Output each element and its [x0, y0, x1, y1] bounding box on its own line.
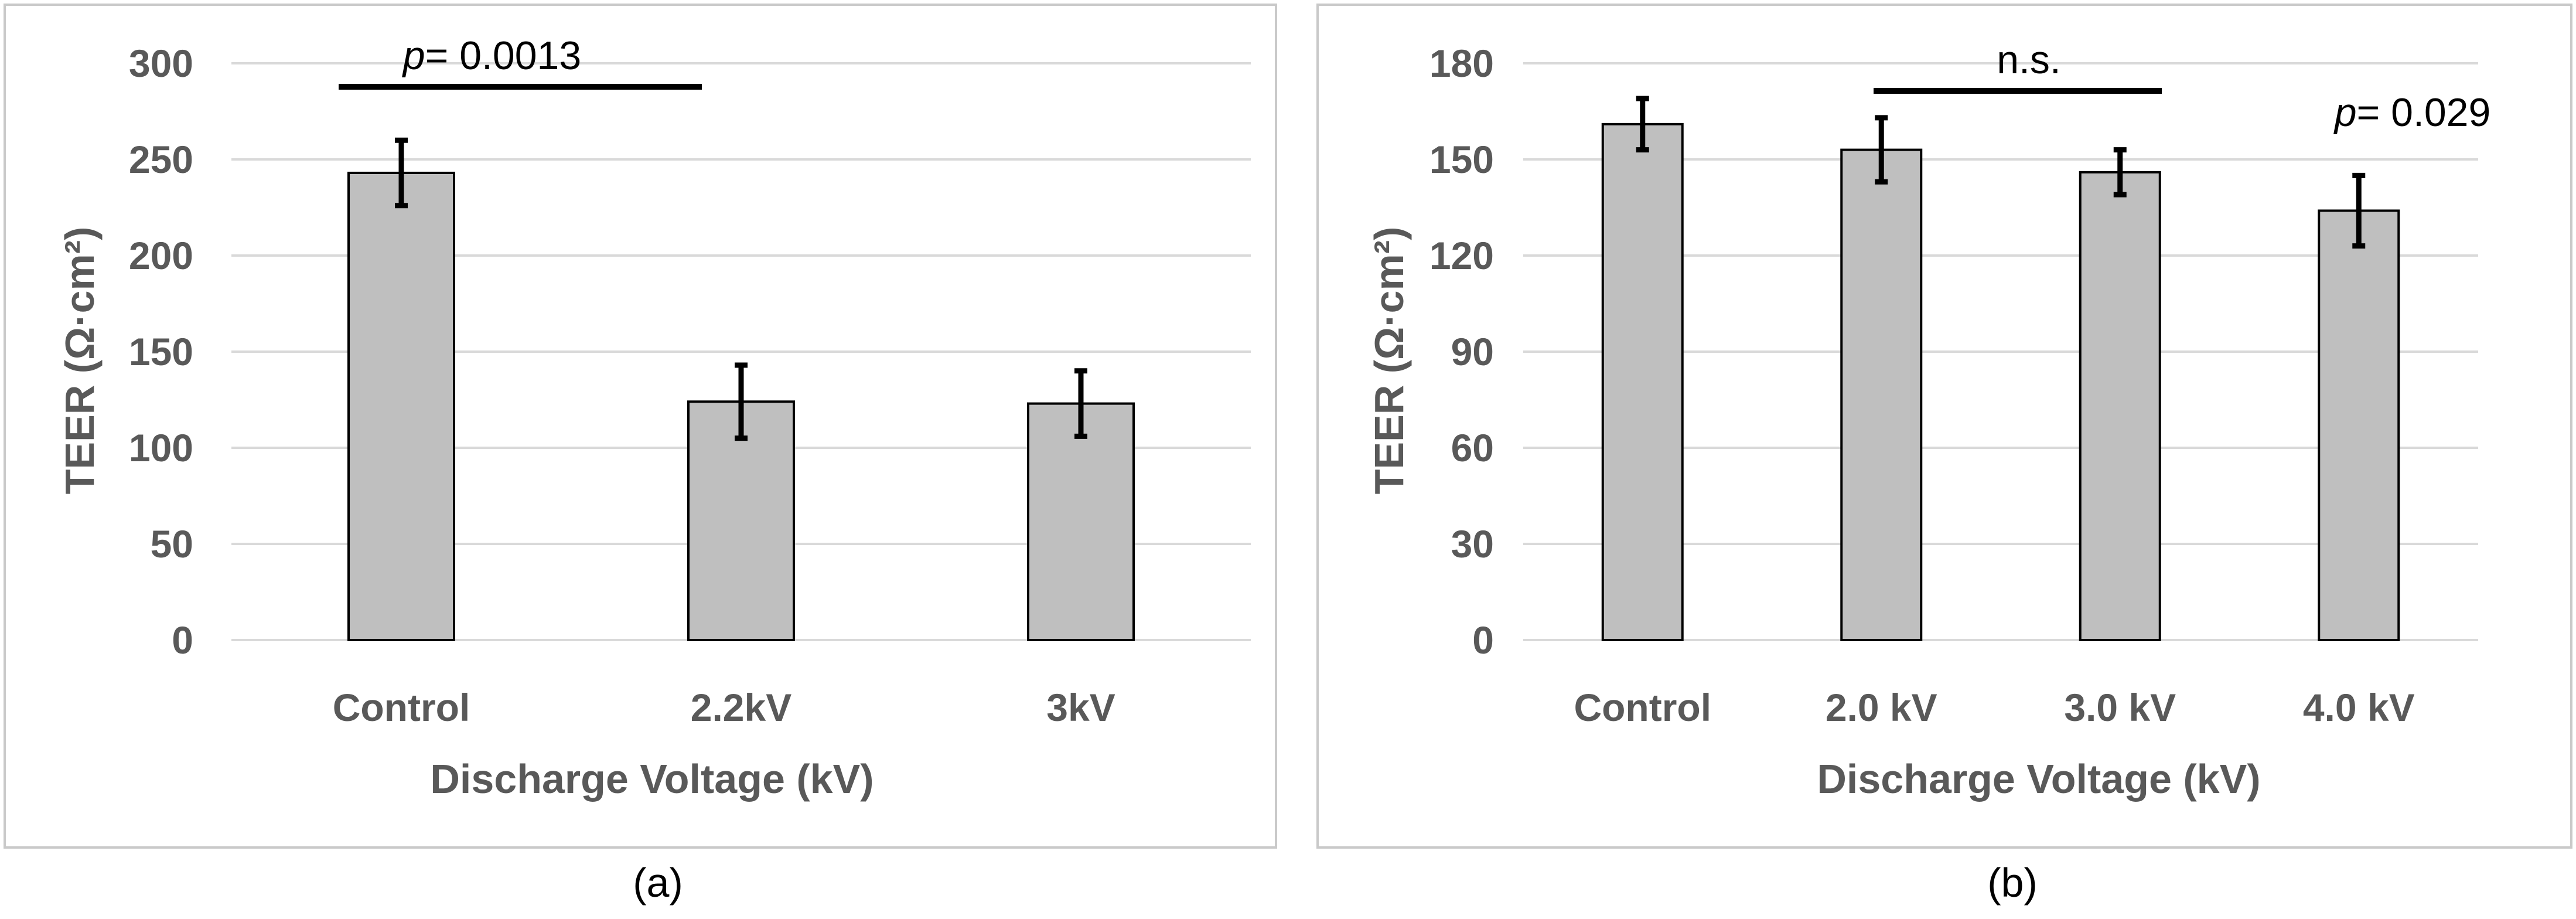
panel-a-bar	[1027, 402, 1135, 641]
panel-b-x-tick-label: 2.0 kV	[1826, 686, 1937, 729]
panel-a-caption: (a)	[633, 860, 683, 906]
panel-a-y-tick-label: 0	[172, 618, 193, 662]
panel-b-y-ticks: 0 30 60 90 120 150 180	[1429, 42, 1494, 662]
panel-a-bars	[347, 171, 1135, 642]
chart-panel-a: 0 50 100 150 200 250 300 Control 2.2kV 3kV p= 0.…	[4, 4, 1277, 906]
panel-a-error-bars	[395, 137, 1087, 441]
panel-b-y-tick-label: 30	[1451, 522, 1494, 566]
panel-b-x-tick-label: 3.0 kV	[2064, 686, 2176, 729]
panel-b-error-bar	[1875, 115, 1888, 185]
panel-b-error-bar	[1636, 96, 1649, 153]
panel-a-x-tick-label: 3kV	[1046, 686, 1115, 729]
panel-a-x-axis-title: Discharge Voltage (kV)	[430, 756, 874, 802]
panel-a-annotations: p= 0.0013	[339, 33, 702, 90]
panel-b-annotations: n.s. p= 0.029	[1874, 38, 2490, 135]
panel-b-bar	[1601, 122, 1684, 642]
panel-a-y-tick-label: 250	[129, 138, 193, 181]
panel-b-bar	[2079, 171, 2161, 642]
panel-b-y-tick-label: 90	[1451, 330, 1494, 373]
panel-b-caption: (b)	[1987, 860, 2038, 906]
panel-b-y-tick-label: 0	[1472, 618, 1494, 662]
panel-b-y-tick-label: 60	[1451, 426, 1494, 469]
panel-b-x-axis-title: Discharge Voltage (kV)	[1817, 756, 2260, 802]
panel-a-significance-label: p= 0.0013	[402, 33, 581, 78]
panel-a-y-tick-label: 300	[129, 42, 193, 85]
panel-b-y-tick-label: 120	[1429, 234, 1494, 277]
panel-a-bar	[687, 400, 795, 642]
panel-a-x-tick-label: Control	[333, 686, 470, 729]
panel-a-x-ticks: Control 2.2kV 3kV	[333, 686, 1115, 729]
panel-a-y-tick-label: 200	[129, 234, 193, 277]
panel-a-y-tick-label: 100	[129, 426, 193, 469]
panel-a-y-tick-label: 50	[151, 522, 193, 566]
panel-b-error-bar	[2352, 172, 2366, 249]
panel-b-significance-label: p= 0.029	[2333, 90, 2491, 135]
panel-b-error-bar	[2113, 147, 2127, 198]
panel-b-error-bars	[1636, 96, 2366, 249]
panel-a-error-bar	[395, 137, 408, 209]
panel-a-bar	[347, 171, 455, 641]
panel-a-y-tick-label: 150	[129, 330, 193, 373]
panel-b-x-tick-label: 4.0 kV	[2303, 686, 2415, 729]
panel-b-x-ticks: Control 2.0 kV 3.0 kV 4.0 kV	[1574, 686, 2414, 729]
panel-b-significance-label: n.s.	[1997, 38, 2061, 82]
panel-b-x-tick-label: Control	[1574, 686, 1711, 729]
panel-a-x-tick-label: 2.2kV	[691, 686, 791, 729]
panel-b-bar	[2318, 209, 2400, 641]
panel-b-y-axis-title: TEER (Ω·cm²)	[1366, 227, 1412, 495]
panel-b-y-tick-label: 180	[1429, 42, 1494, 85]
chart-panel-b: 0 30 60 90 120 150 180 Control 2.0 kV 3.0 kV 4.0 …	[1316, 4, 2572, 906]
panel-a-y-ticks: 0 50 100 150 200 250 300	[129, 42, 193, 662]
panel-a-error-bar	[735, 362, 748, 441]
panel-b-y-tick-label: 150	[1429, 138, 1494, 181]
panel-b-bar	[1840, 148, 1923, 642]
panel-a-error-bar	[1074, 368, 1087, 439]
panel-a-y-axis-title: TEER (Ω·cm²)	[57, 227, 103, 495]
